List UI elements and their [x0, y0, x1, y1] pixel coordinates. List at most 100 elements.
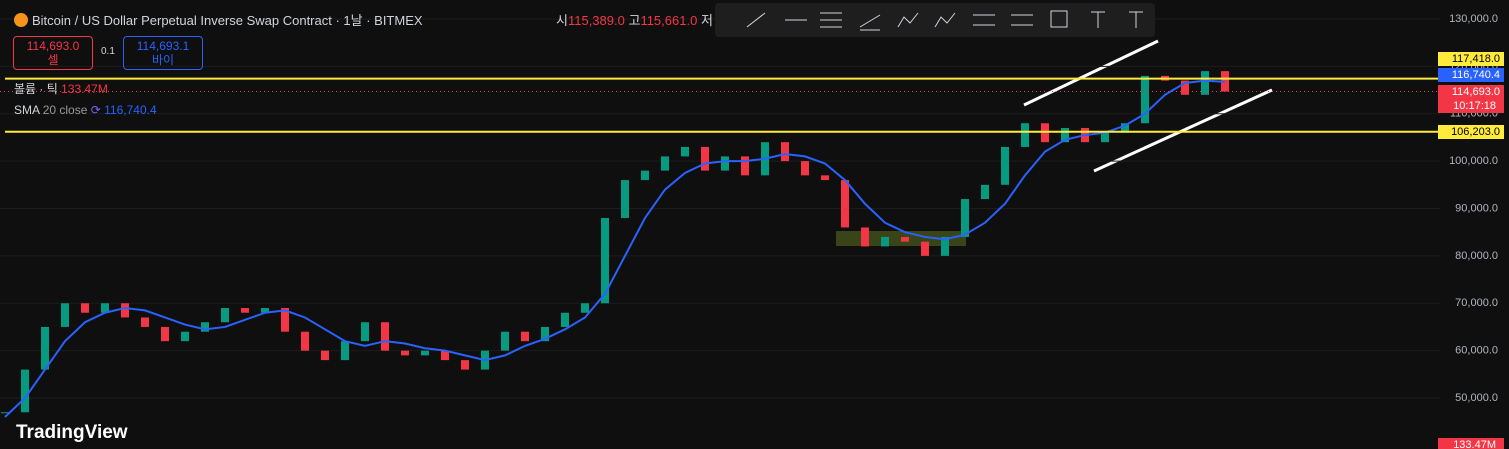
candle: [61, 303, 69, 327]
trend-line[interactable]: [1023, 39, 1159, 107]
volume-legend: 볼륨 · 틱 133.47M: [14, 80, 108, 97]
candle: [21, 369, 29, 413]
sma-name: SMA: [14, 103, 40, 117]
tool-measure[interactable]: [1011, 14, 1033, 26]
drawing-toolbar: [715, 3, 1155, 37]
candle: [721, 156, 729, 171]
price-tick-label: 90,000.0: [1455, 202, 1498, 214]
candle: [161, 326, 169, 342]
sma-params: 20 close: [42, 103, 88, 117]
candle: [1, 412, 9, 414]
candle: [421, 350, 429, 356]
candle: [41, 326, 49, 370]
candle: [921, 241, 929, 256]
tool-channel[interactable]: [820, 12, 842, 28]
price-tick-label: 70,000.0: [1455, 297, 1498, 309]
price-tick-label: 50,000.0: [1455, 392, 1498, 404]
candle: [121, 303, 129, 318]
toolbar-icons: [746, 10, 1143, 31]
spread: 0.1: [101, 46, 115, 57]
open-label: 시: [556, 13, 568, 28]
price-label-bg: [1438, 52, 1504, 66]
high-label: 고: [628, 13, 641, 28]
candle: [381, 322, 389, 351]
countdown: 10:17:18: [1453, 100, 1496, 112]
buy-price: 114,693.1: [136, 39, 190, 53]
high: 115,661.0: [640, 13, 698, 28]
logo: TradingView: [16, 422, 128, 443]
sell-label: 셀: [47, 53, 59, 67]
candle: [661, 156, 669, 171]
coin-icon: [14, 13, 28, 27]
candle: [281, 308, 289, 332]
sma-value: 116,740.4: [104, 103, 157, 117]
candle: [1181, 80, 1189, 95]
buy-button[interactable]: 114,693.1 바이: [123, 36, 203, 70]
price-label-bg: [1438, 85, 1504, 113]
volume-label: 볼륨 · 틱: [14, 82, 58, 96]
ohlc: 시115,389.0 고115,661.0 저: [556, 10, 713, 29]
candle: [581, 303, 589, 313]
candle: [321, 350, 329, 361]
candle: [221, 308, 229, 323]
candle: [141, 317, 149, 327]
sell-price: 114,693.0: [26, 39, 80, 53]
tool-text[interactable]: [1091, 11, 1105, 28]
candle: [861, 227, 869, 247]
symbol-title: Bitcoin / US Dollar Perpetual Inverse Sw…: [14, 10, 423, 29]
tool-line[interactable]: [746, 12, 766, 28]
price-label: 116,740.4: [1452, 69, 1500, 81]
candle: [1021, 123, 1029, 147]
candle: [361, 322, 369, 342]
candle: [1001, 146, 1009, 185]
price-tick-label: 80,000.0: [1455, 250, 1498, 262]
candle: [821, 175, 829, 181]
candle: [961, 199, 969, 237]
candle: [981, 184, 989, 200]
candle: [621, 180, 629, 218]
volume-label-bg: [1438, 438, 1504, 449]
price-label: 114,693.0: [1452, 86, 1500, 98]
tool-pattern[interactable]: [897, 12, 919, 28]
candle: [941, 236, 949, 256]
price-label-bg: [1438, 68, 1504, 82]
candle: [1121, 123, 1129, 133]
sell-button[interactable]: 114,693.0 셀: [13, 36, 93, 70]
candle: [1201, 71, 1209, 95]
candle: [541, 326, 549, 342]
candle: [101, 303, 109, 313]
candle: [601, 217, 609, 304]
open: 115,389.0: [567, 13, 625, 28]
candle: [901, 236, 909, 242]
tool-fib[interactable]: [859, 14, 881, 31]
candle: [201, 322, 209, 332]
candle: [641, 170, 649, 181]
price-label: 106,203.0: [1451, 126, 1500, 138]
low-label: 저: [700, 13, 713, 28]
price-label: 117,418.0: [1452, 53, 1500, 65]
candle: [701, 146, 709, 171]
candle: [681, 146, 689, 157]
candle: [81, 303, 89, 313]
volume-value: 133.47M: [61, 82, 108, 96]
candle: [181, 331, 189, 342]
trend-line[interactable]: [1093, 88, 1273, 173]
candle: [241, 308, 249, 313]
price-label-bg: [1438, 125, 1504, 139]
candle: [801, 161, 809, 176]
symbol: Bitcoin / US Dollar Perpetual Inverse Sw…: [32, 13, 423, 28]
tool-abc[interactable]: [934, 12, 956, 28]
tool-rect[interactable]: [1050, 10, 1068, 28]
price-tick-label: 100,000.0: [1449, 155, 1498, 167]
candle: [261, 308, 269, 313]
candle: [781, 142, 789, 162]
buy-label: 바이: [151, 53, 175, 67]
tool-note[interactable]: [1129, 11, 1143, 28]
candle: [881, 236, 889, 247]
candle: [461, 360, 469, 370]
tool-range[interactable]: [973, 14, 995, 26]
candle: [501, 331, 509, 351]
candle: [1101, 132, 1109, 143]
